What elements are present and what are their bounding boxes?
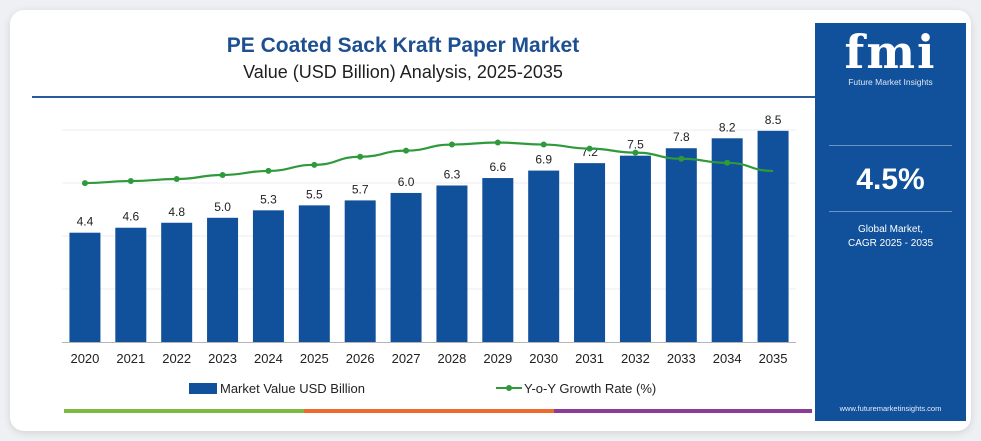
x-tick-label: 2020 bbox=[70, 351, 99, 366]
brand-logo: fmi Future Market Insights bbox=[815, 29, 966, 87]
cagr-label: Global Market, CAGR 2025 - 2035 bbox=[815, 223, 966, 251]
growth-rate-line bbox=[84, 141, 774, 185]
growth-rate-point bbox=[678, 155, 685, 162]
x-tick-label: 2030 bbox=[529, 351, 558, 366]
bar-value-label: 5.0 bbox=[214, 200, 231, 214]
x-tick-label: 2031 bbox=[575, 351, 604, 366]
chart-plot: 4.4 2020 4.6 2021 4.8 2022 5.0 2023 5.3 2024 5.5 20… bbox=[62, 113, 796, 396]
bar-2029 bbox=[482, 178, 514, 342]
website-link[interactable]: www.futuremarketinsights.com bbox=[839, 404, 942, 413]
growth-rate-point bbox=[586, 145, 593, 152]
bar-value-label: 8.2 bbox=[719, 120, 736, 134]
bar-2032 bbox=[619, 155, 651, 342]
accent-bar-orange bbox=[304, 409, 554, 413]
bar-2026 bbox=[344, 200, 376, 342]
bar-value-label: 4.8 bbox=[168, 205, 185, 219]
bar-value-label: 4.4 bbox=[77, 215, 94, 229]
cagr-value: 4.5% bbox=[856, 163, 925, 196]
legend-label-growth-rate: Y-o-Y Growth Rate (%) bbox=[524, 381, 656, 396]
bar-value-label: 6.6 bbox=[489, 160, 506, 174]
bar-2022 bbox=[161, 222, 193, 342]
growth-rate-point bbox=[403, 147, 410, 154]
x-tick-label: 2033 bbox=[667, 351, 696, 366]
bar-2025 bbox=[298, 205, 330, 342]
growth-rate-point bbox=[127, 178, 134, 185]
title-divider bbox=[32, 96, 818, 98]
x-tick-label: 2027 bbox=[392, 351, 421, 366]
bar-value-label: 5.7 bbox=[352, 182, 369, 196]
x-tick-label: 2034 bbox=[713, 351, 742, 366]
bar-2034 bbox=[711, 138, 743, 342]
bar-2020 bbox=[69, 232, 101, 342]
growth-rate-point bbox=[357, 153, 364, 160]
bar-value-label: 4.6 bbox=[122, 210, 139, 224]
bar-value-label: 8.5 bbox=[765, 113, 782, 127]
x-tick-label: 2035 bbox=[759, 351, 788, 366]
bar-value-label: 6.0 bbox=[398, 175, 415, 189]
growth-rate-point bbox=[81, 180, 88, 187]
growth-rate-point bbox=[494, 139, 501, 146]
bar-2033 bbox=[665, 148, 697, 342]
bar-2027 bbox=[390, 192, 422, 342]
accent-bar-green bbox=[64, 409, 304, 413]
x-tick-label: 2028 bbox=[437, 351, 466, 366]
chart-subtitle: Value (USD Billion) Analysis, 2025-2035 bbox=[243, 62, 563, 82]
growth-rate-point bbox=[173, 176, 180, 183]
legend-swatch-bar bbox=[189, 383, 217, 394]
bar-2021 bbox=[115, 227, 147, 342]
growth-rate-point bbox=[219, 171, 226, 178]
cagr-label-line1: Global Market, bbox=[857, 224, 924, 235]
panel-divider-top bbox=[829, 145, 952, 146]
growth-rate-point bbox=[540, 141, 547, 148]
x-tick-label: 2023 bbox=[208, 351, 237, 366]
logo-tagline: Future Market Insights bbox=[848, 77, 933, 87]
accent-bar-purple bbox=[554, 409, 812, 413]
growth-rate-point bbox=[265, 167, 272, 174]
x-tick-label: 2025 bbox=[300, 351, 329, 366]
x-tick-label: 2032 bbox=[621, 351, 650, 366]
bar-2030 bbox=[528, 170, 560, 342]
growth-rate-point bbox=[311, 161, 318, 168]
bar-value-label: 5.5 bbox=[306, 187, 323, 201]
x-tick-label: 2029 bbox=[483, 351, 512, 366]
bar-2024 bbox=[252, 210, 284, 342]
cagr-label-line2: CAGR 2025 - 2035 bbox=[847, 238, 934, 249]
bar-2023 bbox=[207, 217, 239, 342]
bar-2035 bbox=[757, 130, 789, 342]
growth-rate-point bbox=[724, 159, 731, 166]
bar-value-label: 5.3 bbox=[260, 192, 277, 206]
chart-title: PE Coated Sack Kraft Paper Market bbox=[226, 34, 580, 57]
bar-value-label: 6.3 bbox=[444, 167, 461, 181]
growth-rate-point bbox=[632, 149, 639, 156]
bar-value-label: 7.8 bbox=[673, 130, 690, 144]
panel-divider-mid bbox=[829, 211, 952, 212]
legend-swatch-dot bbox=[506, 385, 512, 391]
x-tick-label: 2024 bbox=[254, 351, 283, 366]
growth-rate-point bbox=[448, 141, 455, 148]
bar-2031 bbox=[574, 163, 606, 342]
logo-text: fmi bbox=[844, 25, 937, 79]
x-tick-label: 2021 bbox=[116, 351, 145, 366]
x-tick-label: 2022 bbox=[162, 351, 191, 366]
side-panel: fmi Future Market Insights 4.5% Global M… bbox=[815, 23, 966, 421]
bar-2028 bbox=[436, 185, 468, 342]
chart-card: PE Coated Sack Kraft Paper Market Value … bbox=[10, 10, 971, 431]
legend-label-market-value: Market Value USD Billion bbox=[220, 381, 365, 396]
bar-value-label: 7.5 bbox=[627, 138, 644, 152]
x-tick-label: 2026 bbox=[346, 351, 375, 366]
bar-value-label: 6.9 bbox=[535, 153, 552, 167]
